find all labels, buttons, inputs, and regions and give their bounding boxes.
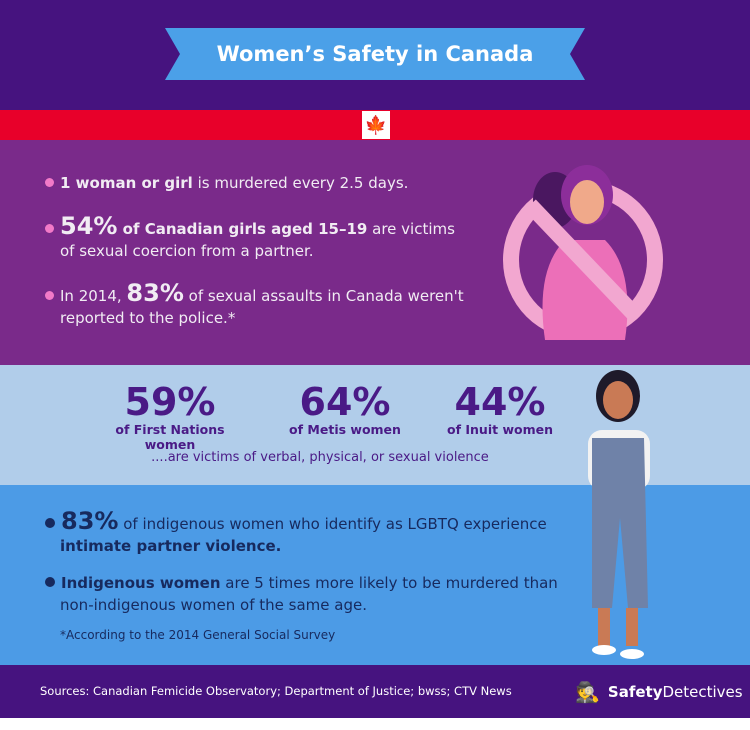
footnote: *According to the 2014 General Social Su… xyxy=(60,628,336,642)
woman-illustration xyxy=(588,370,650,659)
prohibition-illustration xyxy=(503,165,663,340)
fact-2: 54% of Canadian girls aged 15–19 are vic… xyxy=(45,214,455,262)
prohibition-icon xyxy=(524,199,641,321)
stat-first-nations: 59% of First Nations women xyxy=(115,380,225,452)
maple-leaf-icon: 🍁 xyxy=(362,111,390,139)
fact-1: 1 woman or girl is murdered every 2.5 da… xyxy=(45,172,408,194)
page-title: Women’s Safety in Canada xyxy=(216,42,534,66)
fact-5: Indigenous women are 5 times more likely… xyxy=(45,572,558,616)
detective-logo-icon: 🕵 xyxy=(575,680,600,704)
fact-4: 83% of indigenous women who identify as … xyxy=(45,509,547,557)
safety-detectives-logo: 🕵 Safety Detectives xyxy=(575,680,743,704)
sources: Sources: Canadian Femicide Observatory; … xyxy=(40,684,512,698)
stat-inuit: 44% of Inuit women xyxy=(447,380,553,437)
stat-metis: 64% of Metis women xyxy=(289,380,401,437)
fact-3: In 2014, 83% of sexual assaults in Canad… xyxy=(45,281,464,329)
footer xyxy=(0,665,750,718)
title-ribbon xyxy=(165,28,585,80)
victims-caption: ....are victims of verbal, physical, or … xyxy=(151,450,489,465)
